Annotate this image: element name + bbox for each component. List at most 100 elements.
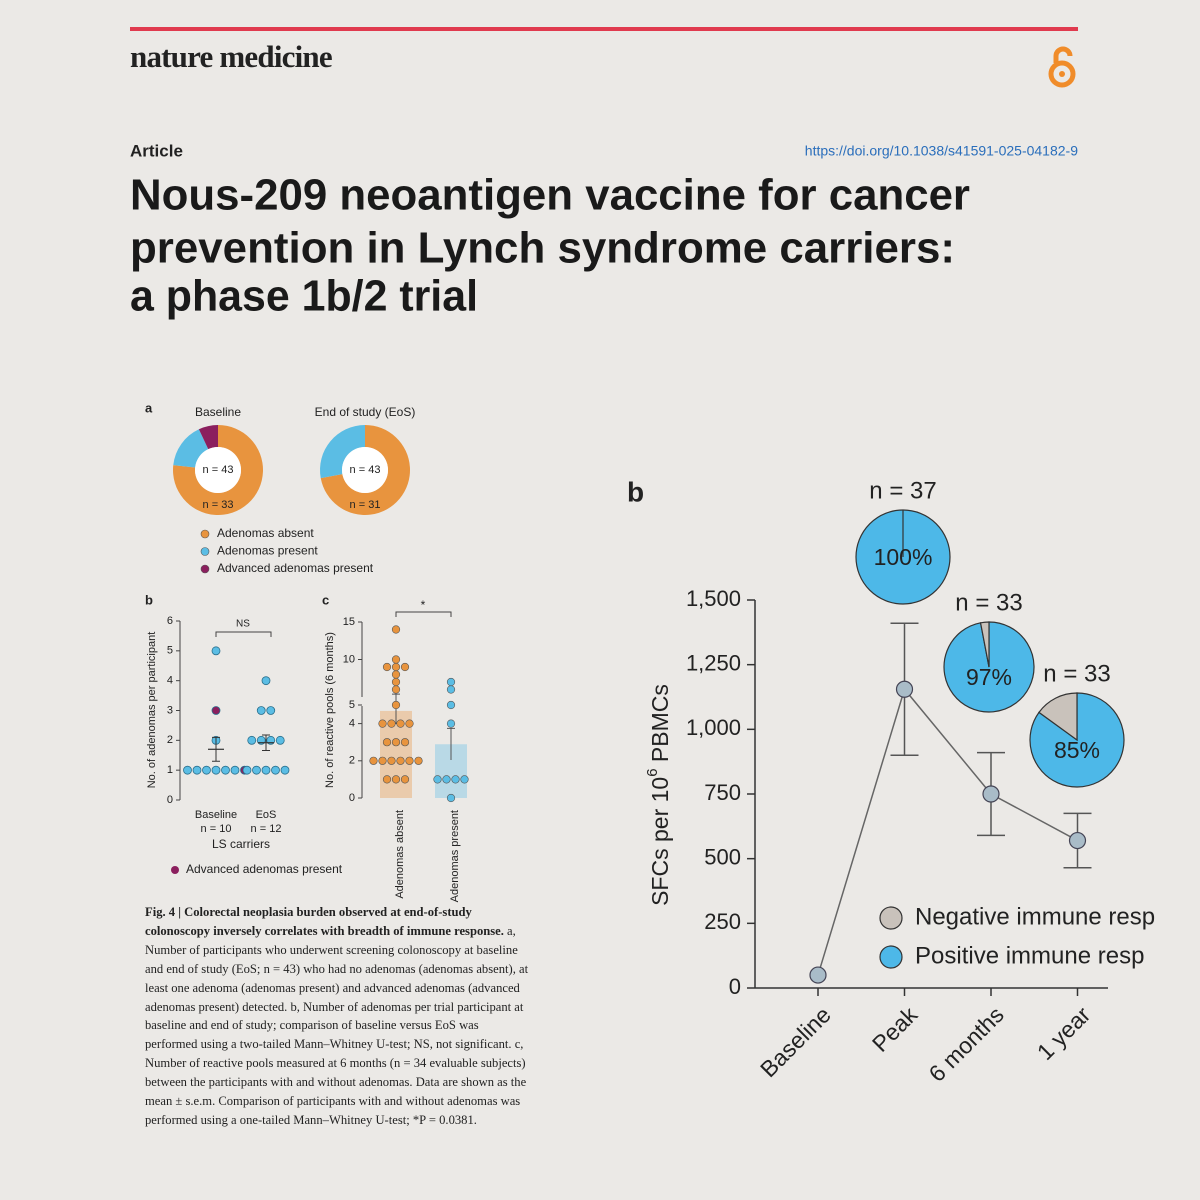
data-point — [275, 735, 285, 745]
y-axis-label: SFCs per 106 PBMCs — [644, 684, 673, 906]
pie-title: Baseline — [195, 405, 241, 419]
panel-label: b — [145, 592, 153, 607]
y-tick-label: 2 — [167, 734, 173, 746]
pie-value-label: 97% — [966, 664, 1012, 690]
data-point — [433, 775, 442, 784]
data-point — [391, 670, 401, 679]
data-point — [982, 785, 1000, 803]
data-point — [451, 775, 460, 784]
y-tick-label: 1,000 — [686, 715, 741, 740]
top-rule — [130, 27, 1078, 31]
legend-swatch — [200, 564, 210, 574]
data-point — [387, 756, 396, 765]
donut-slice — [320, 425, 365, 479]
y-axis-label-part: PBMCs — [647, 684, 673, 768]
figure-caption: Fig. 4 | Colorectal neoplasia burden obs… — [145, 903, 530, 1130]
data-point — [202, 765, 211, 775]
data-point — [396, 719, 405, 728]
data-point — [261, 765, 271, 775]
y-tick-label: 500 — [704, 844, 741, 869]
data-point — [895, 680, 914, 698]
title-line: prevention in Lynch syndrome carriers: — [130, 224, 955, 273]
data-line — [817, 687, 1078, 976]
open-access-icon — [1048, 46, 1076, 88]
donut-slice — [173, 429, 209, 468]
significance-bracket — [395, 611, 452, 617]
legend-swatch — [879, 906, 903, 930]
data-point — [261, 676, 271, 686]
data-point — [400, 738, 410, 747]
x-tick-label: EoS — [256, 809, 277, 821]
journal-name: nature medicine — [130, 39, 332, 74]
caption-bold: Fig. 4 | Colorectal neoplasia burden obs… — [145, 905, 504, 938]
x-tick-label: 1 year — [1032, 1001, 1096, 1065]
pie-n-label: n = 33 — [955, 589, 1022, 616]
pie-n-label: n = 33 — [1043, 660, 1110, 687]
y-axis-label: No. of reactive pools (6 months) — [324, 632, 336, 788]
y-tick-label: 1,250 — [686, 650, 741, 675]
data-point — [382, 775, 392, 784]
legend-label: Adenomas present — [217, 544, 318, 558]
data-point — [211, 646, 221, 656]
data-point — [446, 700, 456, 710]
legend-label: Adenomas absent — [217, 526, 314, 540]
pie-slice — [1038, 692, 1078, 742]
y-tick-label: 4 — [349, 718, 355, 730]
data-point — [391, 655, 401, 664]
data-point — [391, 738, 401, 747]
data-point — [460, 775, 469, 784]
legend-label: Advanced adenomas present — [186, 862, 343, 876]
x-tick-label: Baseline — [195, 809, 237, 821]
center-label: n = 43 — [350, 464, 381, 476]
data-point — [211, 706, 221, 715]
legend-swatch — [200, 529, 210, 539]
data-point — [391, 685, 401, 694]
data-point — [378, 756, 387, 765]
legend-label: Negative immune resp — [915, 903, 1155, 930]
y-tick-label: 2 — [349, 755, 355, 767]
y-tick-label: 3 — [167, 704, 173, 716]
data-point — [382, 662, 392, 672]
data-point — [405, 719, 414, 728]
data-point — [446, 719, 456, 728]
x-axis-label: LS carriers — [212, 837, 270, 851]
y-tick-label: 6 — [167, 615, 173, 627]
x-tick-label: 6 months — [924, 1001, 1009, 1086]
y-axis-label-part: SFCs per 10 — [647, 777, 673, 906]
legend-swatch — [200, 547, 210, 556]
data-point — [446, 793, 456, 803]
data-point — [442, 775, 451, 784]
data-point — [391, 625, 401, 634]
panel-label: c — [322, 592, 329, 607]
significance-label: * — [421, 598, 426, 612]
data-point — [378, 719, 387, 728]
data-point — [221, 765, 230, 775]
sem-bar — [262, 734, 270, 751]
data-point — [382, 738, 392, 747]
data-point — [809, 966, 827, 984]
pie-value-label: 85% — [1054, 737, 1100, 763]
data-point — [247, 735, 257, 745]
y-tick-label: 0 — [349, 792, 355, 804]
x-tick-label: Baseline — [755, 1001, 836, 1082]
data-point — [391, 700, 401, 710]
data-point — [280, 765, 290, 775]
y-tick-label: 15 — [343, 616, 355, 628]
y-tick-label: 10 — [343, 653, 355, 665]
data-point — [446, 685, 456, 694]
doi-link[interactable]: https://doi.org/10.1038/s41591-025-04182… — [805, 143, 1078, 159]
pie-n-label: n = 37 — [869, 477, 936, 504]
title-line: a phase 1b/2 trial — [130, 272, 478, 321]
caption-text: a, Number of participants who underwent … — [145, 923, 529, 1127]
pie-title: End of study (EoS) — [315, 405, 416, 419]
title: Nous-209 neoantigen vaccine for cancerpr… — [130, 171, 970, 321]
data-point — [211, 765, 221, 775]
significance-label: NS — [236, 619, 250, 630]
panel-label: b — [627, 476, 644, 507]
donut-hole — [342, 447, 388, 493]
y-axis-label: No. of adenomas per participant — [146, 632, 158, 789]
data-point — [414, 756, 423, 765]
slice-label: n = 33 — [203, 499, 234, 511]
